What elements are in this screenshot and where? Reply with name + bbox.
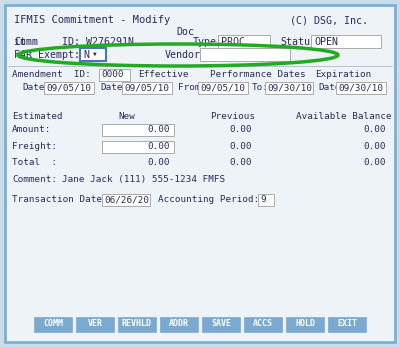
Text: 09/30/10: 09/30/10 bbox=[338, 83, 383, 92]
Text: Expiration: Expiration bbox=[315, 70, 371, 79]
Text: PROC: PROC bbox=[221, 37, 245, 47]
Text: Doc: Doc bbox=[176, 27, 194, 37]
Text: FAR Exempt:: FAR Exempt: bbox=[14, 50, 80, 60]
Text: Date:: Date: bbox=[22, 83, 50, 92]
Text: Amount:: Amount: bbox=[12, 125, 51, 134]
Text: Date:: Date: bbox=[318, 83, 346, 92]
FancyBboxPatch shape bbox=[286, 317, 324, 332]
FancyBboxPatch shape bbox=[198, 82, 248, 94]
FancyBboxPatch shape bbox=[44, 82, 94, 94]
Text: REVHLD: REVHLD bbox=[122, 320, 152, 329]
FancyBboxPatch shape bbox=[202, 317, 240, 332]
FancyBboxPatch shape bbox=[265, 82, 313, 94]
Text: Type:: Type: bbox=[193, 37, 223, 47]
Text: VER: VER bbox=[88, 320, 102, 329]
Text: SAVE: SAVE bbox=[211, 320, 231, 329]
FancyBboxPatch shape bbox=[311, 35, 381, 48]
Text: 09/05/10: 09/05/10 bbox=[124, 83, 169, 92]
FancyBboxPatch shape bbox=[118, 317, 156, 332]
FancyBboxPatch shape bbox=[218, 35, 270, 48]
Text: 0.00: 0.00 bbox=[364, 158, 386, 167]
Text: Vendor:: Vendor: bbox=[165, 50, 207, 60]
Text: 0.00: 0.00 bbox=[148, 125, 170, 134]
Text: From:: From: bbox=[178, 83, 206, 92]
Text: To:: To: bbox=[252, 83, 269, 92]
Text: ACCS: ACCS bbox=[253, 320, 273, 329]
Text: Performance Dates: Performance Dates bbox=[210, 70, 306, 79]
Text: Total  :: Total : bbox=[12, 158, 57, 167]
FancyBboxPatch shape bbox=[102, 194, 150, 206]
FancyBboxPatch shape bbox=[244, 317, 282, 332]
Text: N: N bbox=[83, 50, 89, 60]
FancyBboxPatch shape bbox=[99, 69, 130, 81]
Text: ADDR: ADDR bbox=[169, 320, 189, 329]
Text: OPEN: OPEN bbox=[314, 37, 338, 47]
Text: New: New bbox=[118, 112, 135, 121]
Text: (C) DSG, Inc.: (C) DSG, Inc. bbox=[290, 15, 368, 25]
FancyBboxPatch shape bbox=[76, 317, 114, 332]
Text: Amendment  ID:: Amendment ID: bbox=[12, 70, 91, 79]
FancyBboxPatch shape bbox=[102, 124, 174, 136]
Text: 0.00: 0.00 bbox=[364, 125, 386, 134]
Text: Transaction Date:: Transaction Date: bbox=[12, 195, 108, 204]
Text: HOLD: HOLD bbox=[295, 320, 315, 329]
FancyBboxPatch shape bbox=[122, 82, 172, 94]
Text: Freight:: Freight: bbox=[12, 142, 57, 151]
Text: Accounting Period:: Accounting Period: bbox=[158, 195, 259, 204]
FancyBboxPatch shape bbox=[80, 48, 106, 61]
Text: ▼: ▼ bbox=[93, 52, 97, 57]
Text: 9: 9 bbox=[260, 195, 266, 204]
Text: 0.00: 0.00 bbox=[148, 142, 170, 151]
Text: EXIT: EXIT bbox=[337, 320, 357, 329]
FancyBboxPatch shape bbox=[200, 48, 290, 61]
FancyBboxPatch shape bbox=[336, 82, 386, 94]
Text: 09/30/10: 09/30/10 bbox=[267, 83, 312, 92]
Text: 0.00: 0.00 bbox=[230, 142, 252, 151]
FancyBboxPatch shape bbox=[5, 5, 395, 342]
Text: Effective: Effective bbox=[138, 70, 189, 79]
Text: Date:: Date: bbox=[100, 83, 128, 92]
Text: 0.00: 0.00 bbox=[148, 158, 170, 167]
Text: 09/05/10: 09/05/10 bbox=[46, 83, 91, 92]
FancyBboxPatch shape bbox=[102, 141, 174, 153]
FancyBboxPatch shape bbox=[328, 317, 366, 332]
Text: Comment:: Comment: bbox=[12, 175, 57, 184]
Text: Previous: Previous bbox=[210, 112, 255, 121]
Text: IFMIS Commitment - Modify: IFMIS Commitment - Modify bbox=[14, 15, 170, 25]
Text: 0.00: 0.00 bbox=[230, 125, 252, 134]
Text: Comm: Comm bbox=[14, 37, 38, 47]
FancyBboxPatch shape bbox=[160, 317, 198, 332]
Text: 09/05/10: 09/05/10 bbox=[200, 83, 245, 92]
Text: 0.00: 0.00 bbox=[230, 158, 252, 167]
Text: Available Balance: Available Balance bbox=[296, 112, 392, 121]
FancyBboxPatch shape bbox=[258, 194, 274, 206]
Text: Status:: Status: bbox=[280, 37, 322, 47]
Text: it      ID: W276291N: it ID: W276291N bbox=[14, 37, 134, 47]
Text: Estimated: Estimated bbox=[12, 112, 63, 121]
FancyBboxPatch shape bbox=[34, 317, 72, 332]
Text: 06/26/20: 06/26/20 bbox=[104, 195, 149, 204]
Text: 0000: 0000 bbox=[101, 70, 124, 79]
Text: 0.00: 0.00 bbox=[364, 142, 386, 151]
Text: Jane Jack (111) 555-1234 FMFS: Jane Jack (111) 555-1234 FMFS bbox=[62, 175, 225, 184]
Text: COMM: COMM bbox=[43, 320, 63, 329]
